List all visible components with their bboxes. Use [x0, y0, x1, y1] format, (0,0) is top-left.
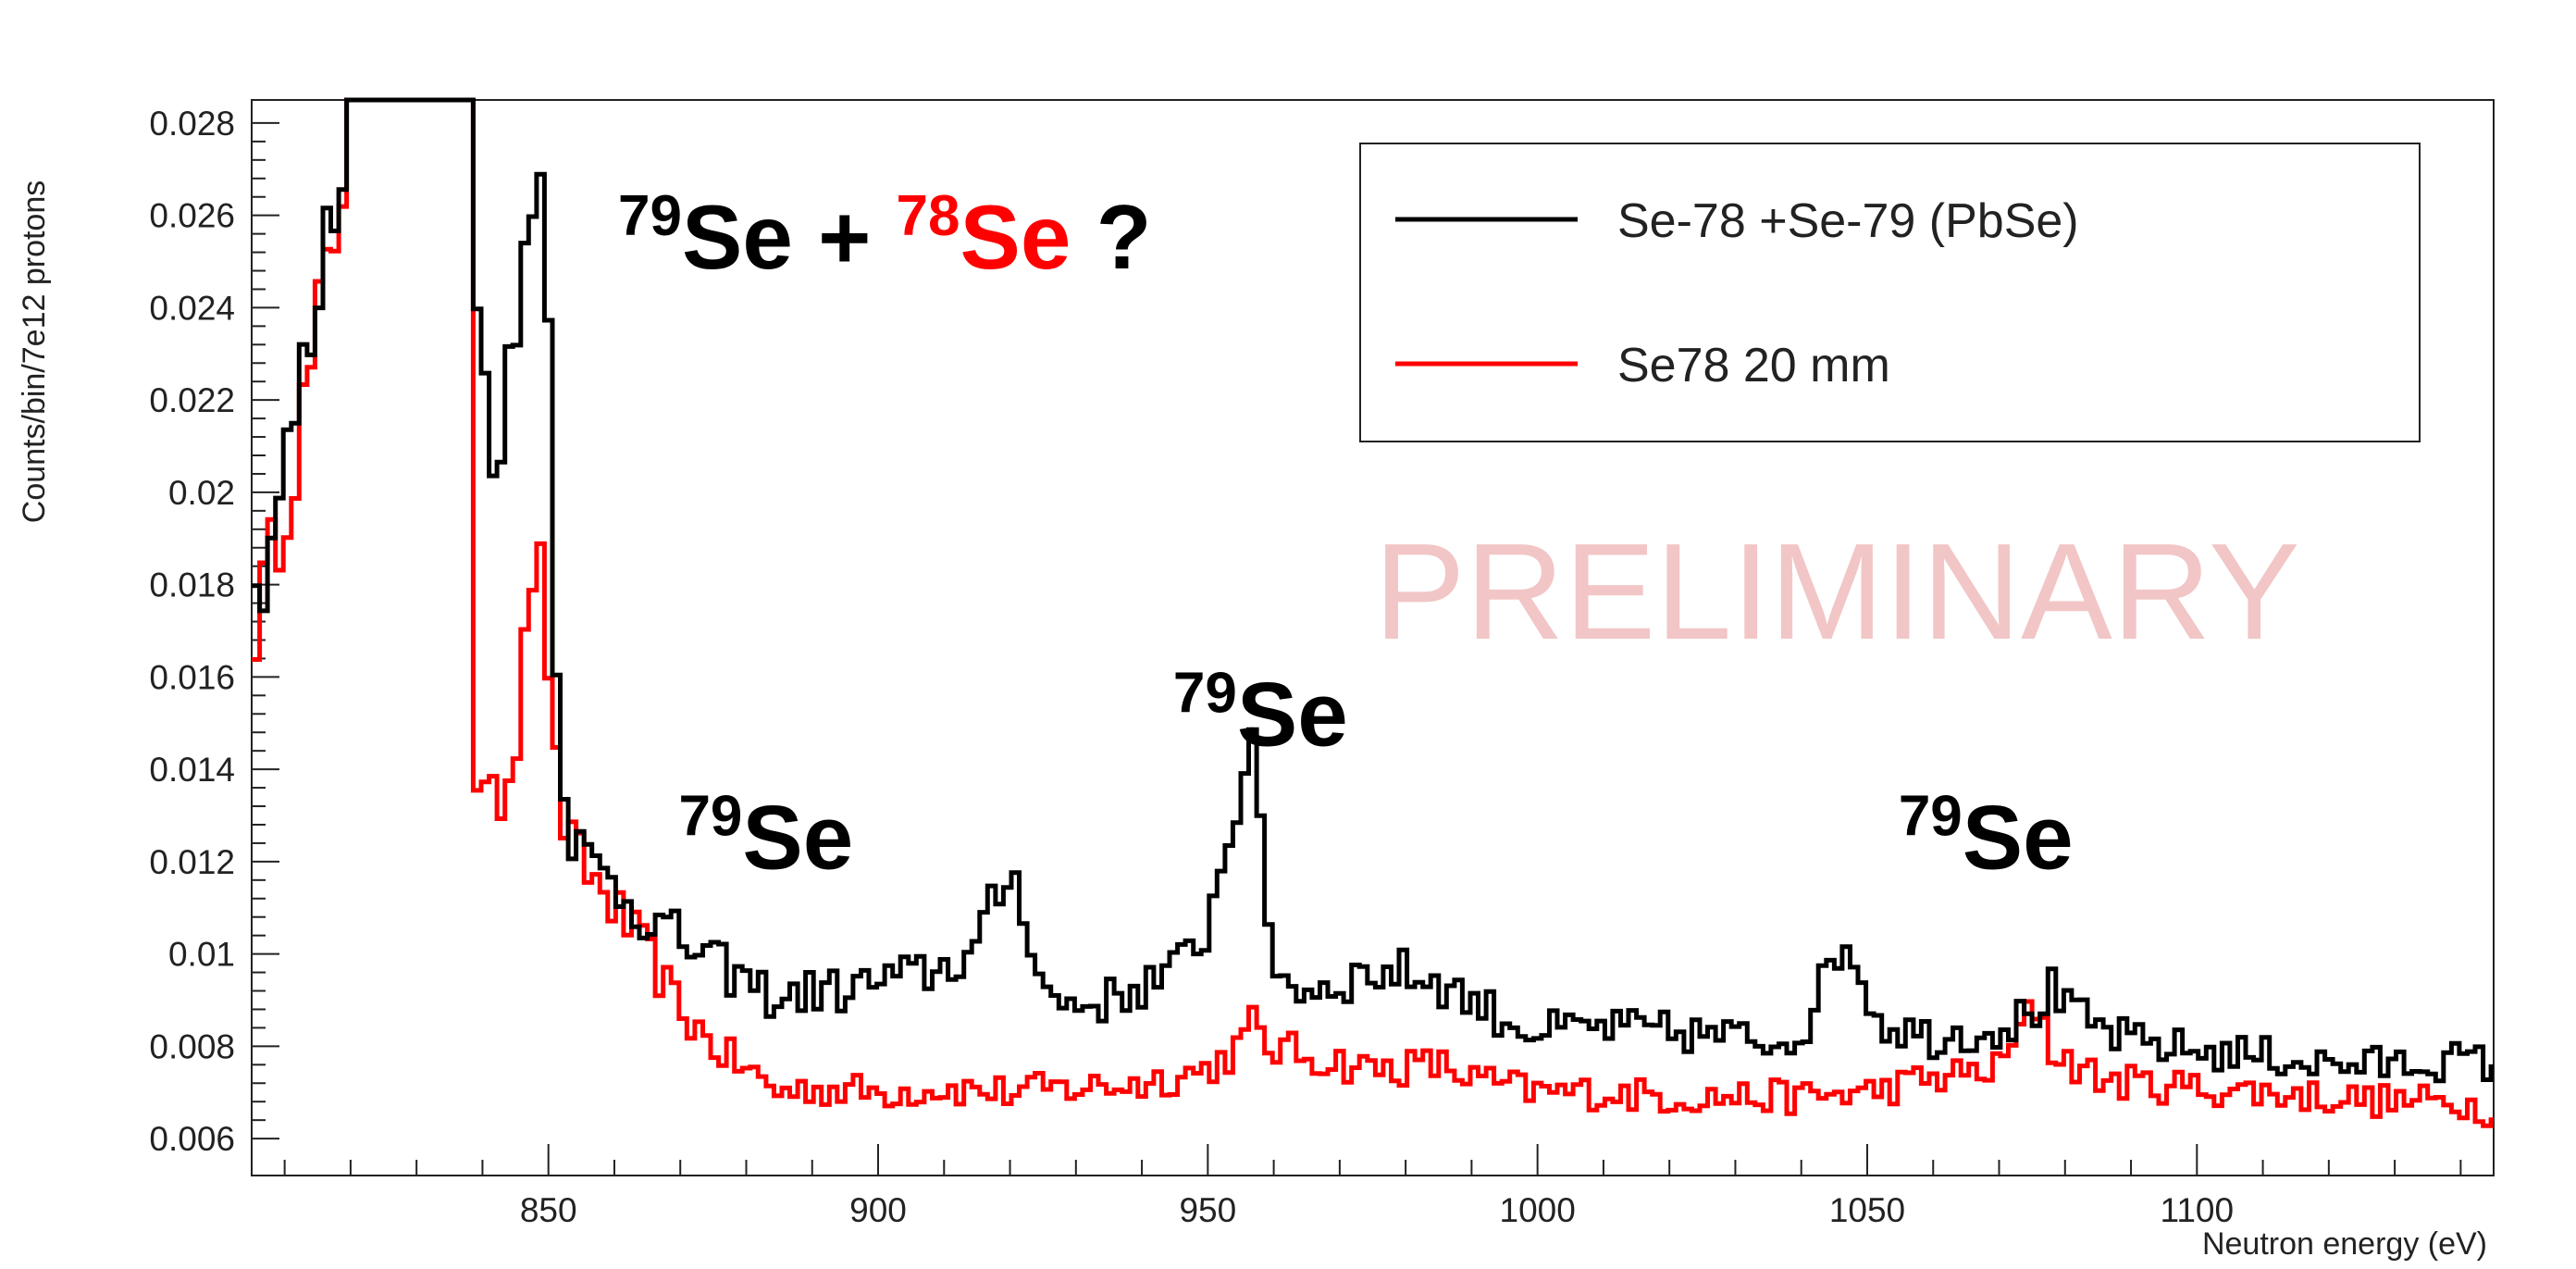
x-tick-label: 850: [520, 1191, 577, 1229]
y-tick-label: 0.01: [168, 936, 235, 974]
title-annotation: 79Se + 78Se ?: [618, 184, 1151, 288]
series-line-1: [252, 97, 2494, 1128]
plot-frame: [251, 99, 2495, 1176]
peak-annotation-text-1: Se: [1237, 664, 1348, 765]
y-tick-label: 0.024: [149, 289, 235, 327]
y-axis: 0.006 0.008 0.01 0.012 0.014 0.016 0.018 0.02 0.…: [149, 105, 279, 1158]
y-tick-label: 0.014: [149, 751, 235, 789]
x-tick-label: 1100: [2161, 1191, 2235, 1229]
y-tick-label: 0.028: [149, 105, 235, 143]
x-tick-label: 950: [1179, 1191, 1236, 1229]
y-tick-label: 0.026: [149, 197, 235, 235]
x-tick-label: 900: [849, 1191, 907, 1229]
y-tick-label: 0.016: [149, 658, 235, 696]
x-tick-label: 1050: [1829, 1191, 1905, 1229]
x-axis: 850 900 950 1000 1050 1100: [283, 1144, 2462, 1229]
series-line-0: [252, 97, 2494, 1084]
peak-annotation-2: 79Se: [1899, 784, 2074, 888]
peak-annotation-sup-0: 79: [678, 784, 742, 848]
y-tick-label: 0.02: [168, 474, 235, 512]
y-tick-label: 0.018: [149, 566, 235, 604]
y-tick-label: 0.012: [149, 843, 235, 881]
title-annotation-text-1: +: [793, 186, 897, 288]
legend-box: [1359, 143, 2421, 442]
peak-annotation-text-2: Se: [1963, 786, 2074, 888]
series-layer: [252, 97, 2494, 1128]
title-annotation-text-0: Se: [682, 186, 793, 288]
peak-annotation-text-0: Se: [742, 786, 853, 888]
peak-annotation-sup-2: 79: [1899, 784, 1963, 848]
y-tick-label: 0.006: [149, 1120, 235, 1158]
peak-annotation-1: 79Se: [1173, 662, 1348, 765]
watermark-text: PRELIMINARY: [1374, 516, 2300, 668]
legend: Se-78 +Se-79 (PbSe) Se78 20 mm: [1359, 143, 2421, 442]
y-axis-title: Counts/bin/7e12 protons: [17, 180, 52, 523]
title-annotation-sup-0: 79: [618, 184, 682, 248]
title-annotation-text-3: ?: [1071, 186, 1151, 288]
title-annotation-text-2: Se: [960, 186, 1071, 288]
x-tick-label: 1000: [1500, 1191, 1576, 1229]
legend-label-0: Se-78 +Se-79 (PbSe): [1617, 194, 2079, 248]
legend-label-1: Se78 20 mm: [1617, 339, 1890, 392]
peak-annotation-sup-1: 79: [1173, 662, 1237, 726]
y-tick-label: 0.022: [149, 381, 235, 419]
x-axis-title: Neutron energy (eV): [2202, 1226, 2487, 1262]
peak-annotation-0: 79Se: [678, 784, 853, 888]
y-tick-label: 0.008: [149, 1027, 235, 1065]
title-annotation-sup-2: 78: [897, 184, 960, 248]
